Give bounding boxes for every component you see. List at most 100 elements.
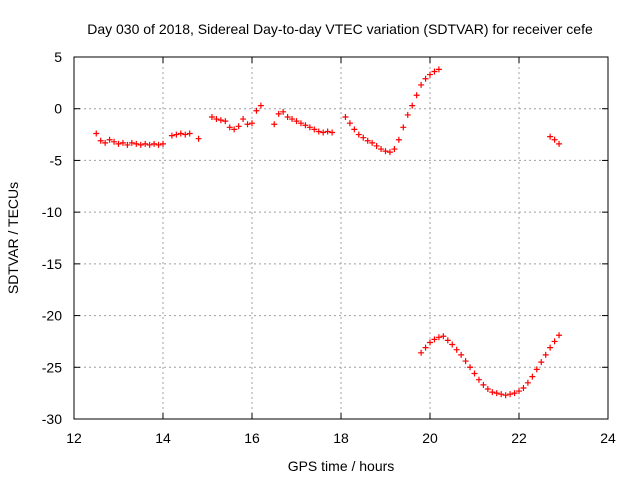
data-point [507,391,514,398]
data-point [297,120,304,127]
data-point [151,140,158,147]
data-point [249,120,255,127]
data-point [146,141,153,148]
data-point [271,121,278,128]
data-point [444,337,451,344]
data-point [311,126,318,133]
y-tick-label: -15 [42,256,62,272]
series-segment-3 [208,102,264,133]
data-point [516,388,522,395]
data-point [324,128,331,135]
data-point [386,149,393,156]
data-point [453,346,460,353]
data-point [226,124,233,131]
data-point [471,370,478,377]
data-points [93,66,563,399]
data-point [168,132,175,139]
y-tick-label: -5 [50,152,63,168]
data-point [409,102,416,109]
data-point [302,122,309,129]
data-point [467,364,474,371]
data-point [128,139,135,146]
data-point [489,389,496,396]
data-point [556,332,563,339]
data-point [484,386,491,393]
data-point [217,117,224,124]
x-tick-label: 14 [155,430,171,446]
data-point [502,392,509,399]
x-tick-label: 12 [66,430,82,446]
data-point [124,141,131,148]
data-point [106,136,113,143]
data-point [342,113,349,120]
y-tick-label: -25 [42,359,62,375]
data-point [195,135,202,142]
data-point [475,376,482,383]
data-point [306,124,313,131]
data-point [235,123,242,130]
data-point [119,139,126,146]
data-point [529,373,536,380]
data-point [115,140,122,147]
data-point [102,139,109,146]
data-point [222,118,229,125]
data-point [538,359,545,366]
series-segment-6 [418,332,563,399]
data-point [547,344,554,351]
x-tick-label: 18 [333,430,349,446]
data-point [155,141,162,148]
data-point [97,137,104,144]
data-point [524,379,531,386]
x-axis-label: GPS time / hours [288,458,395,474]
data-point [160,140,166,147]
x-tick-label: 22 [511,430,527,446]
data-point [173,131,180,138]
data-point [346,120,353,127]
data-point [480,381,487,388]
chart-title: Day 030 of 2018, Sidereal Day-to-day VTE… [87,21,593,37]
y-tick-label: 5 [54,49,62,65]
series-segment-7 [547,133,563,147]
data-point [280,108,287,115]
data-point [498,391,505,398]
data-point [551,136,558,143]
data-point [208,113,215,120]
data-point [427,71,433,78]
data-point [462,358,469,365]
data-point [391,146,398,153]
series-segment-1 [93,130,166,148]
y-tick-label: 0 [54,101,62,117]
axis-ticks [73,56,609,420]
data-point [355,131,362,138]
y-axis-label: SDTVAR / TECUs [5,182,21,294]
data-point [378,146,385,153]
data-point [231,126,238,133]
x-tick-label: 20 [422,430,438,446]
data-point [351,126,358,133]
data-point [293,118,300,125]
x-tick-label: 16 [244,430,260,446]
data-point [320,129,327,136]
data-point [435,334,442,341]
data-point [213,116,220,123]
data-point [533,366,540,373]
grid [74,57,608,419]
data-point [137,141,144,148]
data-point [556,140,563,147]
data-point [373,142,380,149]
data-point [133,140,140,147]
data-point [418,349,425,356]
series-segment-5 [342,66,442,156]
data-point [413,92,420,99]
data-point [427,339,433,346]
data-point [93,130,100,137]
data-point [404,111,411,118]
x-tick-label: 24 [600,430,616,446]
data-point [431,336,438,343]
data-point [257,102,264,109]
data-point [422,344,429,351]
data-point [449,341,456,348]
data-point [400,124,407,131]
data-point [360,134,367,141]
